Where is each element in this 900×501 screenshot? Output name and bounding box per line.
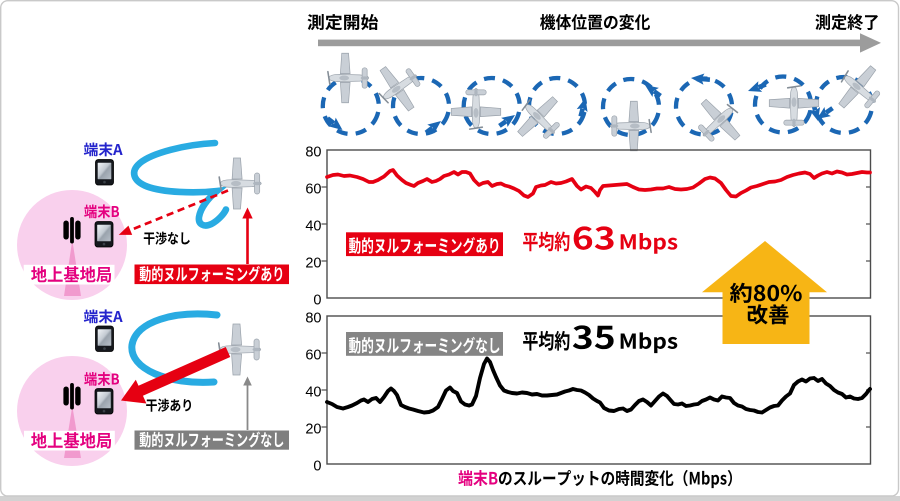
svg-text:80: 80 xyxy=(305,310,321,326)
svg-text:60: 60 xyxy=(305,347,321,363)
svg-text:60: 60 xyxy=(305,181,321,197)
svg-text:0: 0 xyxy=(313,292,321,308)
svg-text:20: 20 xyxy=(305,421,321,437)
svg-text:40: 40 xyxy=(305,384,321,400)
svg-text:0: 0 xyxy=(313,458,321,474)
svg-text:80: 80 xyxy=(305,144,321,160)
svg-text:20: 20 xyxy=(305,255,321,271)
svg-text:40: 40 xyxy=(305,218,321,234)
